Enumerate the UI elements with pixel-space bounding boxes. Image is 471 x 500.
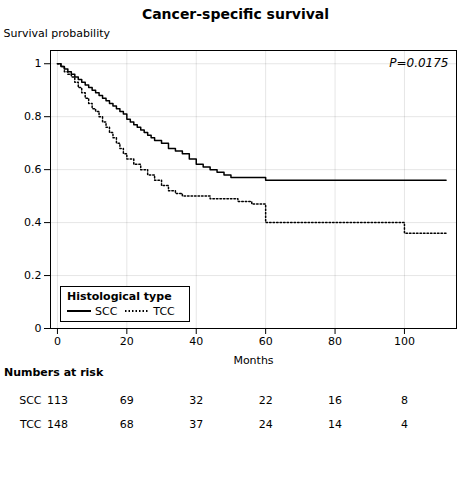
- svg-text:69: 69: [120, 394, 134, 407]
- html-text:Cancer-specific survival: Cancer-specific survival: [141, 6, 330, 22]
- svg-text:TCC: TCC: [19, 418, 42, 431]
- svg-text:0: 0: [54, 335, 61, 348]
- svg-text:40: 40: [189, 335, 203, 348]
- svg-text:0.4: 0.4: [24, 216, 42, 229]
- svg-text:113: 113: [47, 394, 68, 407]
- svg-text:100: 100: [394, 335, 415, 348]
- html-text:Numbers at risk: Numbers at risk: [4, 366, 104, 379]
- svg-text:0.6: 0.6: [24, 163, 42, 176]
- svg-text:80: 80: [328, 335, 342, 348]
- svg-text:22: 22: [259, 394, 273, 407]
- svg-text:68: 68: [120, 418, 134, 431]
- svg-text:37: 37: [189, 418, 203, 431]
- html-text:Histological type: Histological type: [67, 289, 172, 303]
- svg-text:SCC: SCC: [19, 394, 42, 407]
- svg-text:60: 60: [259, 335, 273, 348]
- svg-text:14: 14: [328, 418, 342, 431]
- svg-text:4: 4: [401, 418, 408, 431]
- svg-text:Months: Months: [233, 354, 273, 367]
- svg-text:8: 8: [401, 394, 408, 407]
- svg-text:0: 0: [35, 322, 42, 335]
- svg-text:Survival probability: Survival probability: [4, 27, 111, 40]
- svg-text:0.2: 0.2: [24, 269, 42, 282]
- svg-text:0.8: 0.8: [24, 110, 42, 123]
- svg-text:24: 24: [259, 418, 273, 431]
- svg-text:P=0.0175: P=0.0175: [389, 56, 448, 70]
- svg-text:16: 16: [328, 394, 342, 407]
- svg-text:148: 148: [47, 418, 68, 431]
- html-text:SCC: SCC: [95, 304, 118, 318]
- svg-text:1: 1: [35, 57, 42, 70]
- html-text:TCC: TCC: [153, 304, 175, 318]
- svg-text:20: 20: [120, 335, 134, 348]
- svg-text:32: 32: [189, 394, 203, 407]
